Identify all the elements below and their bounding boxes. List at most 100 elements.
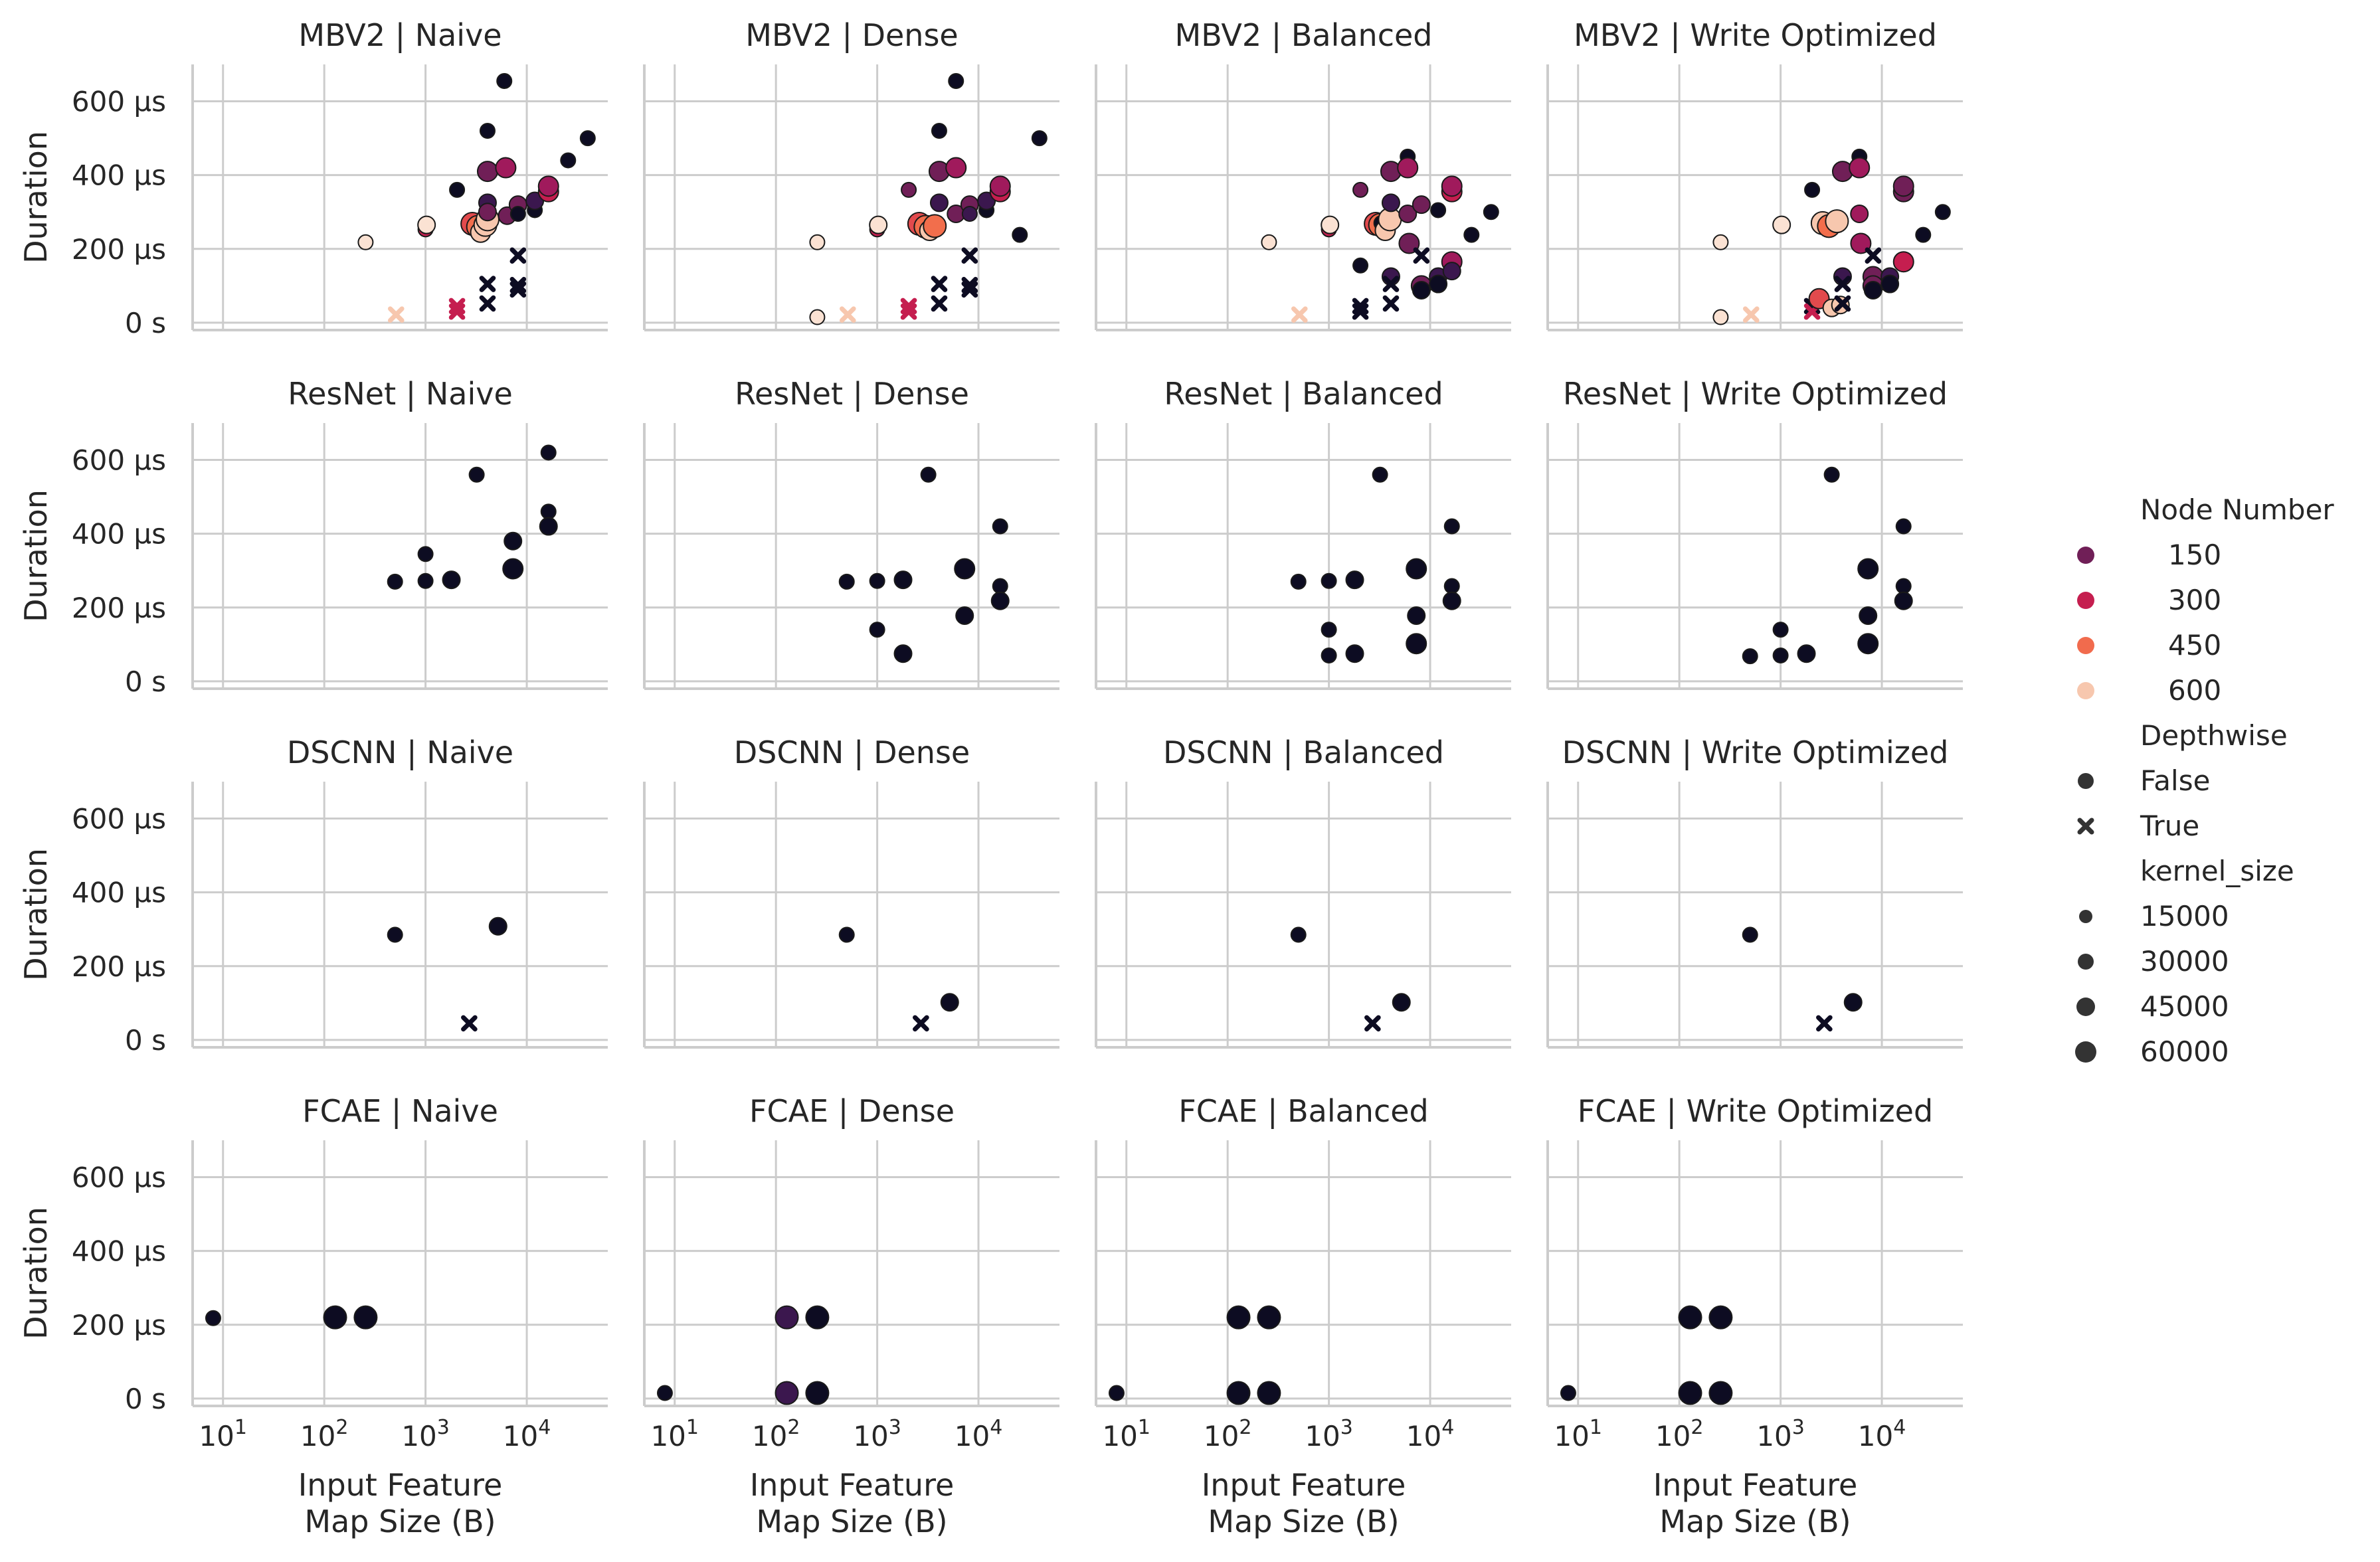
data-point — [539, 517, 558, 536]
facet-panel: FCAE | Naive 0 s 200 µs 400 µs 600 µs Duratio… — [18, 1093, 608, 1539]
legend-hue-label: 450 — [2168, 629, 2221, 661]
data-point-x-stroke — [448, 303, 466, 320]
data-point-x-stroke — [900, 303, 917, 320]
data-point-x — [961, 281, 978, 298]
data-point-x — [961, 247, 978, 264]
data-point — [496, 73, 513, 89]
data-point — [1712, 234, 1729, 250]
data-point-x-stroke — [1834, 276, 1851, 292]
data-point — [1857, 558, 1879, 580]
data-point — [954, 558, 976, 580]
data-point — [931, 123, 947, 139]
data-point-x — [479, 295, 496, 312]
data-point-x — [900, 303, 917, 320]
x-axis-label-line1: Input Feature — [1653, 1467, 1858, 1503]
data-point — [1442, 262, 1461, 281]
facet-panel: DSCNN | Naive 0 s 200 µs 400 µs 600 µs Durati… — [18, 735, 608, 1057]
data-point-x — [448, 303, 466, 320]
data-point — [1797, 644, 1816, 663]
x-tick-label: 102 — [300, 1416, 349, 1452]
legend-marker-x — [2077, 818, 2094, 835]
data-point — [948, 73, 964, 89]
y-axis-label: Duration — [18, 489, 54, 622]
y-axis-label: Duration — [18, 1207, 54, 1340]
data-point — [775, 1381, 799, 1405]
legend-hue-label: 600 — [2168, 674, 2221, 707]
data-point — [961, 206, 978, 222]
data-point — [488, 916, 507, 936]
data-point — [579, 130, 596, 147]
data-point — [1708, 1381, 1733, 1405]
data-point-x — [509, 281, 527, 298]
data-point — [537, 175, 559, 197]
data-point-x — [387, 306, 405, 323]
data-point — [1880, 274, 1900, 294]
x-axis-label-line1: Input Feature — [298, 1467, 503, 1503]
legend-size-label: 15000 — [2140, 900, 2229, 932]
data-point — [1352, 181, 1369, 198]
data-point — [1397, 157, 1419, 179]
x-tick-label: 101 — [1554, 1416, 1602, 1452]
data-point-x — [1742, 306, 1760, 323]
data-point-x — [1382, 295, 1400, 312]
panel-title: DSCNN | Balanced — [1163, 735, 1444, 771]
panel-title: ResNet | Naive — [288, 376, 513, 412]
data-point — [478, 203, 497, 222]
x-axis-label-line2: Map Size (B) — [1659, 1504, 1851, 1539]
x-tick-label: 102 — [1204, 1416, 1252, 1452]
x-axis-label-line2: Map Size (B) — [756, 1504, 947, 1539]
data-point-x-stroke — [839, 306, 856, 323]
facet-panel: MBV2 | Naive 0 s 200 µs 400 µs 600 µs Duratio… — [18, 17, 608, 339]
data-point — [1915, 226, 1932, 243]
data-point — [1850, 205, 1869, 223]
x-tick-label: 101 — [1102, 1416, 1150, 1452]
data-point — [1321, 572, 1337, 589]
data-point — [1406, 558, 1427, 580]
data-point-x — [509, 276, 527, 294]
data-point — [656, 1385, 673, 1401]
y-tick-label: 0 s — [125, 1383, 166, 1415]
data-point — [1442, 591, 1461, 610]
data-point — [838, 573, 855, 590]
y-tick-label: 400 µs — [72, 518, 166, 551]
y-tick-label: 200 µs — [72, 950, 166, 983]
data-point-x — [1291, 306, 1308, 323]
legend-title-node-number: Node Number — [2140, 493, 2334, 526]
legend-size-marker — [2076, 998, 2095, 1016]
legend-style-label: True — [2140, 810, 2199, 842]
data-point — [479, 123, 496, 139]
x-tick-label: 101 — [199, 1416, 247, 1452]
y-tick-label: 0 s — [125, 1024, 166, 1057]
x-tick-label: 104 — [1858, 1416, 1906, 1452]
legend-title-depthwise: Depthwise — [2140, 719, 2288, 752]
panel-title: MBV2 | Dense — [745, 17, 958, 54]
facet-panel: ResNet | Naive 0 s 200 µs 400 µs 600 µs Durat… — [18, 376, 608, 698]
data-point — [1257, 1305, 1281, 1330]
x-axis-label-line2: Map Size (B) — [304, 1504, 496, 1539]
data-point — [502, 558, 524, 580]
data-point — [1825, 209, 1849, 234]
legend-hue-swatch — [2077, 637, 2094, 654]
data-point — [992, 578, 1008, 594]
data-point — [805, 1381, 830, 1405]
data-point — [1843, 993, 1863, 1012]
data-point — [1483, 204, 1499, 220]
data-point — [901, 181, 917, 198]
data-point — [417, 546, 434, 563]
data-point — [1012, 226, 1028, 243]
data-point — [1892, 251, 1914, 273]
data-point — [1443, 518, 1460, 535]
panel-title: ResNet | Balanced — [1164, 376, 1443, 412]
data-point — [1742, 648, 1758, 665]
data-point — [1345, 570, 1364, 590]
data-point — [1398, 205, 1418, 223]
data-point — [1412, 281, 1431, 300]
data-point-x-stroke — [931, 295, 948, 312]
y-tick-label: 600 µs — [72, 86, 166, 118]
data-point — [1895, 518, 1912, 535]
panel-title: DSCNN | Dense — [734, 735, 970, 771]
data-point — [809, 309, 826, 325]
data-point — [869, 215, 888, 234]
data-point — [1560, 1385, 1576, 1401]
